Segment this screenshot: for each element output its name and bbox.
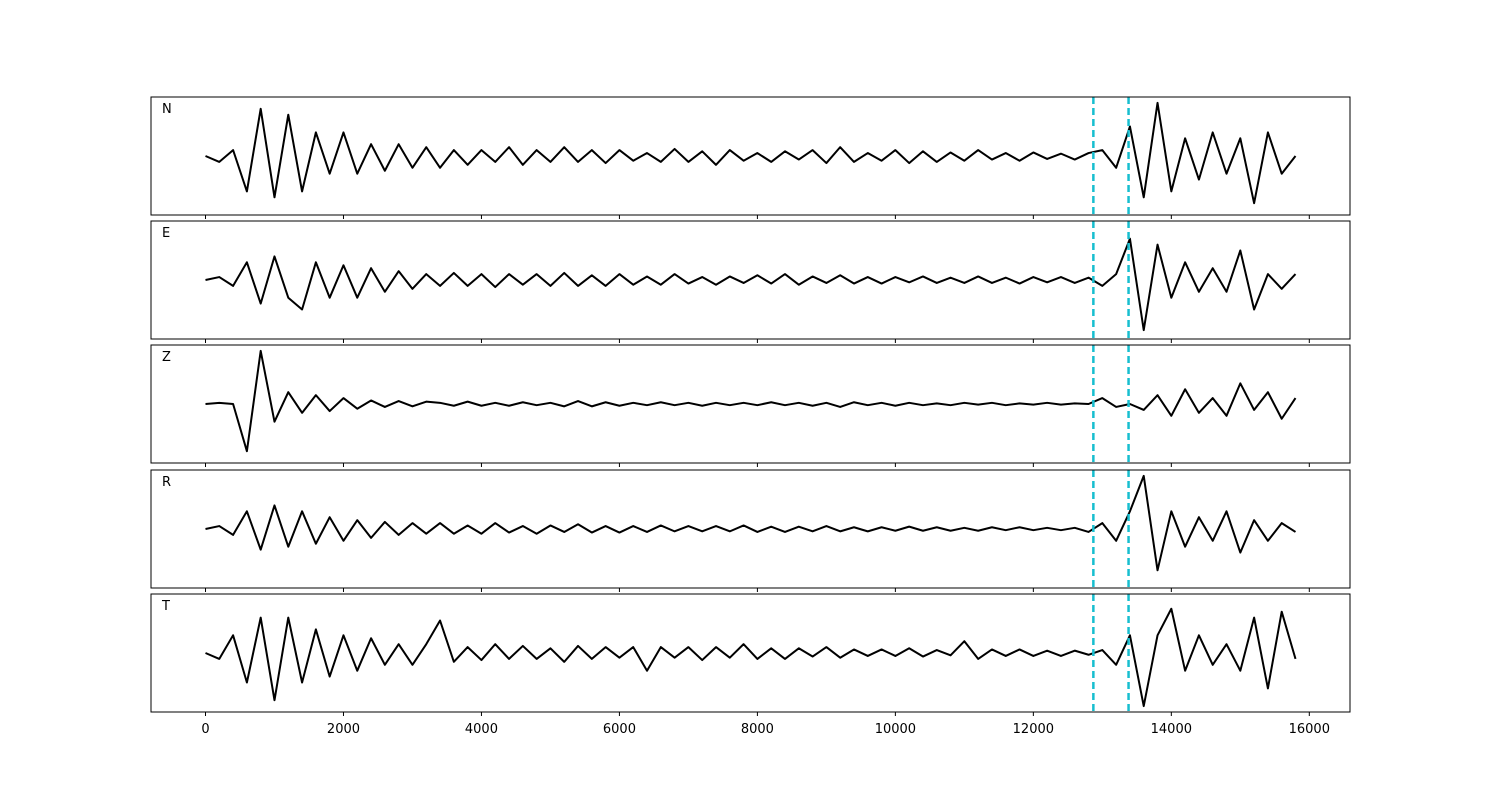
- x-tick-label: 2000: [327, 722, 360, 737]
- trace: [205, 474, 1297, 572]
- panel-label: N: [162, 102, 172, 117]
- x-tick-label: 14000: [1151, 722, 1192, 737]
- panel-label: Z: [162, 350, 171, 365]
- panel-frame: [150, 96, 1351, 216]
- x-tick-label: 16000: [1289, 722, 1330, 737]
- panel-label: R: [162, 475, 171, 490]
- x-tick-label: 0: [201, 722, 209, 737]
- panel-frame: [150, 469, 1351, 589]
- x-tick-label: 10000: [875, 722, 916, 737]
- panel-frame: [150, 593, 1351, 713]
- panel-label: T: [161, 599, 170, 614]
- trace: [205, 101, 1297, 205]
- panel-frame: [150, 344, 1351, 464]
- x-tick-label: 8000: [741, 722, 774, 737]
- trace: [205, 237, 1297, 332]
- x-tick-label: 6000: [603, 722, 636, 737]
- x-tick-label: 12000: [1013, 722, 1054, 737]
- trace: [205, 607, 1297, 708]
- panel-frame: [150, 220, 1351, 340]
- panel-label: E: [162, 226, 170, 241]
- x-tick-label: 4000: [465, 722, 498, 737]
- trace: [205, 349, 1297, 453]
